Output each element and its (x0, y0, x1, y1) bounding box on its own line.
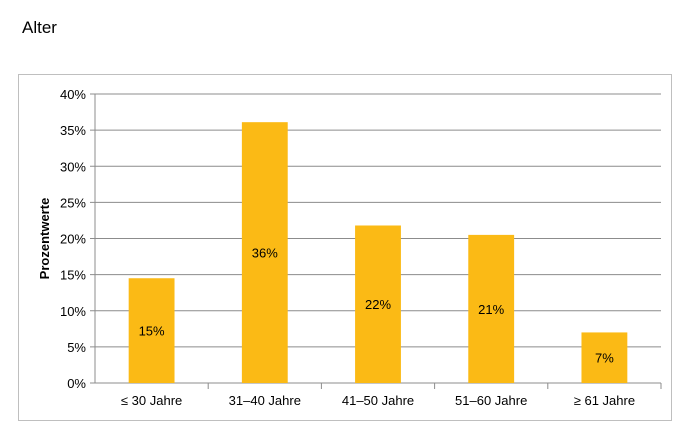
bar (241, 122, 288, 384)
y-tick-label: 40% (60, 87, 86, 102)
y-tick-label: 35% (60, 123, 86, 138)
y-axis-label: Prozentwerte (37, 198, 52, 280)
y-tick-label: 10% (60, 304, 86, 319)
y-tick-labels: 0% 5% 10% 15% 20% 25% 30% 35% 40% (60, 87, 86, 391)
data-label: 15% (139, 324, 165, 339)
bar (581, 332, 628, 383)
bar (128, 278, 175, 383)
y-tick-label: 0% (67, 376, 86, 391)
bar (355, 225, 401, 383)
bar (468, 234, 515, 383)
y-tick-label: 5% (67, 340, 86, 355)
x-tick-label: 41–50 Jahre (342, 393, 414, 408)
y-tick-label: 15% (60, 268, 86, 283)
x-tick-label: 51–60 Jahre (455, 393, 527, 408)
data-label: 21% (478, 302, 504, 317)
y-tick-label: 30% (60, 159, 86, 174)
x-tick-labels: ≤ 30 Jahre 31–40 Jahre 41–50 Jahre 51–60 Ja… (121, 393, 635, 408)
x-tick-label: ≥ 61 Jahre (574, 393, 635, 408)
y-tick-label: 25% (60, 195, 86, 210)
data-label: 22% (365, 297, 391, 312)
chart-frame (18, 74, 672, 421)
data-label: 7% (595, 351, 614, 366)
data-label: 36% (252, 246, 278, 261)
bars (128, 122, 628, 384)
y-tick-label: 20% (60, 232, 86, 247)
x-tick-label: ≤ 30 Jahre (121, 393, 182, 408)
data-labels: 15% 36% 22% 21% 7% (139, 246, 615, 366)
page-title: Alter (22, 18, 57, 37)
x-tick-label: 31–40 Jahre (229, 393, 301, 408)
